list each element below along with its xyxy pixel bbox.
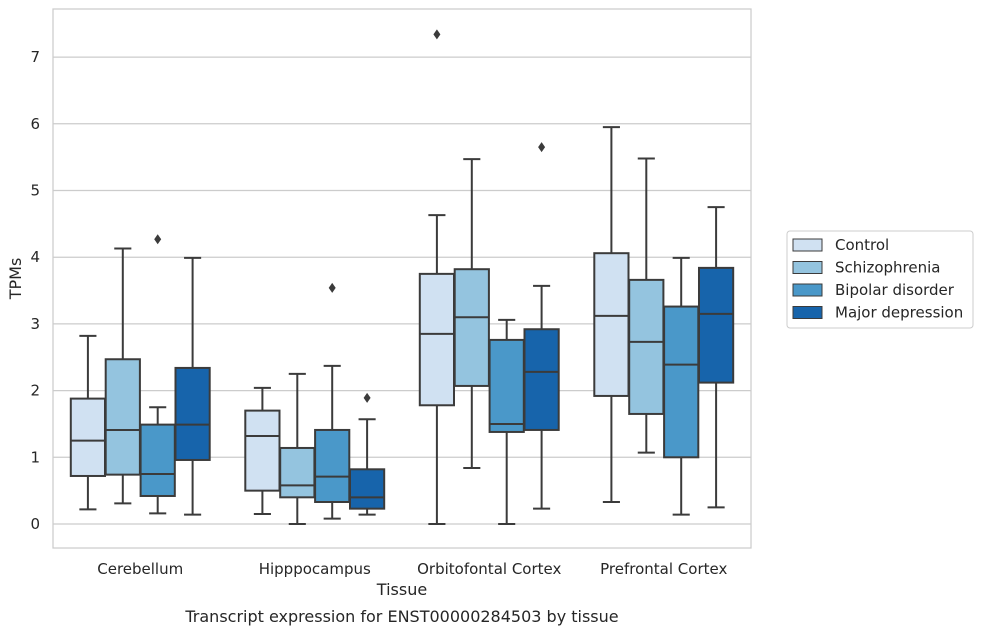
outlier-point — [154, 234, 162, 245]
box-iqr — [697, 266, 735, 384]
legend-label: Major depression — [835, 304, 963, 322]
y-tick-label: 6 — [30, 115, 40, 133]
legend-label: Bipolar disorder — [835, 281, 955, 299]
chart-caption: Transcript expression for ENST0000028450… — [184, 607, 618, 626]
plot-frame — [52, 8, 752, 549]
box-major-depression — [348, 392, 386, 516]
box-bipolar-disorder — [314, 282, 351, 520]
legend: Control Schizophrenia Bipolar disorder Majo… — [786, 230, 974, 329]
boxes — [69, 29, 735, 525]
box-iqr — [418, 272, 456, 407]
box-bipolar-disorder — [488, 318, 525, 525]
box-iqr — [593, 252, 630, 397]
box-iqr — [104, 358, 141, 476]
box-control — [69, 334, 107, 511]
y-tick-label: 7 — [30, 48, 40, 66]
box-schizophrenia — [104, 247, 141, 505]
outlier-point — [328, 282, 336, 293]
box-iqr — [69, 397, 107, 477]
box-iqr — [663, 305, 700, 459]
box-schizophrenia — [453, 158, 490, 469]
box-iqr — [523, 328, 560, 431]
legend-item: Control — [792, 236, 889, 254]
x-tick-label: Hipppocampus — [259, 560, 371, 578]
legend-label: Control — [835, 236, 889, 254]
y-tick-label: 0 — [30, 515, 40, 533]
box-control — [244, 386, 281, 515]
box-iqr — [174, 366, 211, 461]
box-control — [593, 126, 630, 503]
legend-swatch — [792, 261, 823, 274]
box-schizophrenia — [628, 157, 665, 454]
legend-item: Bipolar disorder — [792, 281, 955, 299]
box-iqr — [628, 278, 665, 415]
x-tick-labels: Cerebellum Hipppocampus Orbitofontal Corte… — [97, 560, 727, 578]
box-schizophrenia — [279, 372, 316, 525]
box-iqr — [279, 446, 316, 499]
box-iqr — [348, 468, 386, 510]
y-tick-label: 4 — [30, 248, 40, 266]
box-major-depression — [523, 142, 560, 510]
box-major-depression — [697, 206, 735, 509]
legend-swatch — [792, 283, 823, 297]
y-tick-label: 1 — [30, 448, 40, 466]
box-iqr — [139, 423, 176, 497]
x-axis-title: Tissue — [376, 580, 427, 599]
box-iqr — [244, 409, 281, 492]
legend-item: Schizophrenia — [792, 259, 940, 277]
legend-label: Schizophrenia — [835, 259, 940, 277]
outlier-point — [363, 392, 371, 403]
box-control — [418, 29, 456, 525]
box-iqr — [314, 428, 351, 503]
legend-swatch — [792, 238, 823, 252]
outlier-point — [433, 29, 441, 40]
outlier-point — [538, 142, 546, 153]
box-major-depression — [174, 256, 211, 516]
legend-swatch — [792, 306, 823, 319]
x-tick-label: Prefrontal Cortex — [600, 560, 727, 578]
legend-item: Major depression — [792, 304, 963, 322]
x-tick-label: Cerebellum — [97, 560, 183, 578]
y-tick-labels: 0 1 2 3 4 5 6 7 — [30, 48, 40, 533]
y-tick-label: 2 — [30, 382, 40, 400]
legend-frame — [786, 230, 974, 329]
box-iqr — [453, 268, 490, 387]
box-bipolar-disorder — [663, 256, 700, 516]
y-tick-label: 3 — [30, 315, 40, 333]
x-tick-label: Orbitofontal Cortex — [417, 560, 561, 578]
box-iqr — [488, 338, 525, 433]
y-axis-title: TPMs — [6, 258, 25, 301]
y-tick-label: 5 — [30, 182, 40, 200]
